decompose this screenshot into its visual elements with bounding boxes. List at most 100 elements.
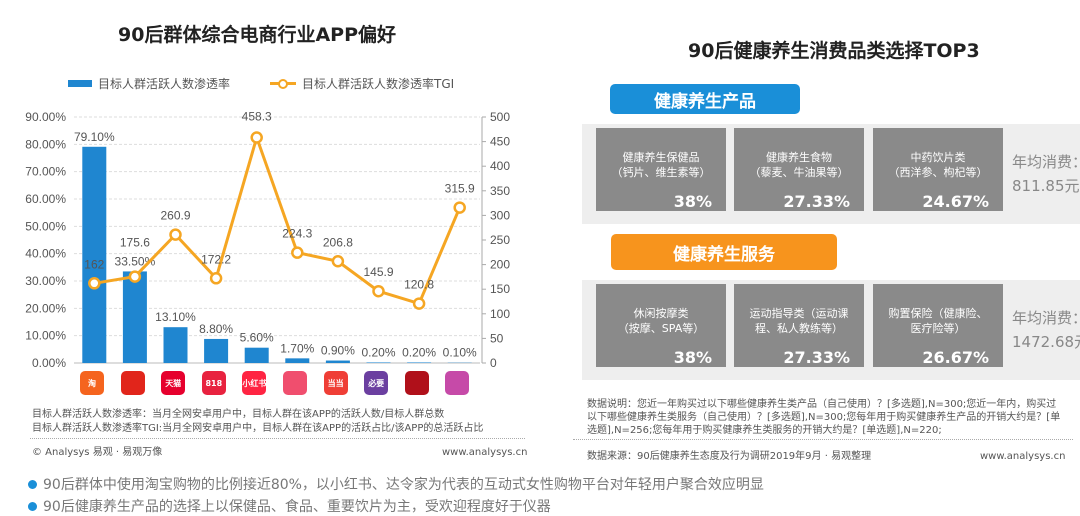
bar-value-label: 13.10% xyxy=(155,310,196,324)
site-link[interactable]: www.analysys.cn xyxy=(442,446,527,460)
products-annual: 年均消费：811.85元 xyxy=(1012,150,1080,198)
category-name: 休闲按摩类 xyxy=(596,306,726,321)
y-right-tick-label: 50 xyxy=(490,331,504,345)
category-name: 健康养生保健品 xyxy=(596,150,726,165)
y-left-tick-label: 50.00% xyxy=(25,219,66,233)
right-title: 90后健康养生消费品类选择TOP3 xyxy=(688,36,980,63)
tgi-point xyxy=(292,248,302,258)
y-right-tick-label: 150 xyxy=(490,282,510,296)
red-bag-app-icon xyxy=(405,371,429,395)
tgi-value-label: 315.9 xyxy=(445,182,475,196)
category-sub: （按摩、SPA等） xyxy=(596,321,726,336)
divider xyxy=(30,438,525,439)
note-line: 目标人群活跃人数渗透率TGI:当月全网安卓用户中，目标人群在该APP的活跃占比/… xyxy=(32,422,483,436)
products-category-box: 健康养生保健品（钙片、维生素等）38% xyxy=(596,128,726,211)
site-link[interactable]: www.analysys.cn xyxy=(980,450,1065,464)
tgi-value-label: 260.9 xyxy=(160,209,190,223)
tgi-point xyxy=(171,230,181,240)
bullet-text: 90后群体中使用淘宝购物的比例接近80%，以小红书、达令家为代表的互动式女性购物… xyxy=(43,474,764,494)
y-left-tick-label: 90.00% xyxy=(25,110,66,124)
818-icon: 818 xyxy=(202,371,226,395)
category-pct: 38% xyxy=(674,194,712,209)
y-left-tick-label: 80.00% xyxy=(25,137,66,151)
tgi-point xyxy=(130,272,140,282)
services-category-box: 运动指导类（运动课程、私人教练等）27.33% xyxy=(734,284,864,367)
bar xyxy=(326,361,350,363)
bar-value-label: 0.10% xyxy=(443,346,477,360)
category-name: 购置保险（健康险、 xyxy=(873,306,1003,321)
legend-bar: 目标人群活跃人数渗透率 xyxy=(68,75,230,92)
services-category-box: 休闲按摩类（按摩、SPA等） 38% xyxy=(596,284,726,367)
category-pct: 26.67% xyxy=(922,350,989,365)
bullet-text: 90后健康养生产品的选择上以保健品、食品、重要饮片为主，受欢迎程度好于仪器 xyxy=(43,496,551,516)
y-left-tick-label: 30.00% xyxy=(25,274,66,288)
y-right-tick-label: 200 xyxy=(490,258,510,272)
tgi-point xyxy=(374,286,384,296)
products-category-box: 健康养生食物（藜麦、牛油果等）27.33% xyxy=(734,128,864,211)
taobao-icon: 淘 xyxy=(80,371,104,395)
biyao-icon: 必要 xyxy=(364,371,388,395)
category-name: 中药饮片类 xyxy=(873,150,1003,165)
tgi-point xyxy=(455,203,465,213)
bar-value-label: 0.20% xyxy=(402,345,436,359)
pink-app-icon xyxy=(283,371,307,395)
left-chart-title: 90后群体综合电商行业APP偏好 xyxy=(118,20,396,47)
legend-bar-label: 目标人群活跃人数渗透率 xyxy=(98,75,230,92)
jd-icon xyxy=(121,371,145,395)
y-left-tick-label: 0.00% xyxy=(32,356,66,370)
y-right-tick-label: 350 xyxy=(490,184,510,198)
tgi-point xyxy=(252,133,262,143)
copyright: © Analysys 易观 · 易观万像 xyxy=(32,446,162,460)
y-right-tick-label: 250 xyxy=(490,233,510,247)
annual-value: 1472.68元 xyxy=(1012,330,1080,354)
chart-notes: 目标人群活跃人数渗透率：当月全网安卓用户中，目标人群在该APP的活跃人数/目标人… xyxy=(32,408,483,436)
note-line: 选题],N=256;您每年用于购买健康养生类服务的开销大约是？[单选题],N=2… xyxy=(587,424,1060,437)
note-line: 目标人群活跃人数渗透率：当月全网安卓用户中，目标人群在该APP的活跃人数/目标人… xyxy=(32,408,483,422)
tgi-value-label: 458.3 xyxy=(242,110,272,124)
category-sub: 医疗险等） xyxy=(873,321,1003,336)
dangdang-icon: 当当 xyxy=(324,371,348,395)
bar-value-label: 0.90% xyxy=(321,344,355,358)
bullet-dot-icon xyxy=(28,502,37,511)
bar-value-label: 8.80% xyxy=(199,322,233,336)
products-pill: 健康养生产品 xyxy=(610,84,800,114)
survey-notes: 数据说明：您近一年购买过以下哪些健康养生类产品（自己使用）？[多选题],N=30… xyxy=(587,398,1060,437)
annual-label: 年均消费： xyxy=(1012,306,1080,330)
category-sub: 程、私人教练等） xyxy=(734,321,864,336)
y-right-tick-label: 500 xyxy=(490,110,510,124)
tgi-value-label: 206.8 xyxy=(323,235,353,249)
legend-line-swatch xyxy=(270,82,296,85)
tgi-point xyxy=(333,256,343,266)
y-right-tick-label: 100 xyxy=(490,307,510,321)
y-left-tick-label: 20.00% xyxy=(25,301,66,315)
xiaohongshu-icon: 小红书 xyxy=(242,371,266,395)
category-sub: （藜麦、牛油果等） xyxy=(734,165,864,180)
y-left-tick-label: 10.00% xyxy=(25,329,66,343)
tgi-point xyxy=(414,299,424,309)
bar xyxy=(367,362,391,363)
bar-value-label: 1.70% xyxy=(280,341,314,355)
category-name: 运动指导类（运动课 xyxy=(734,306,864,321)
services-pill: 健康养生服务 xyxy=(611,234,837,270)
tgi-value-label: 172.2 xyxy=(201,252,231,266)
bar-value-label: 0.20% xyxy=(361,345,395,359)
category-pct: 24.67% xyxy=(922,194,989,209)
y-right-tick-label: 0 xyxy=(490,356,497,370)
annual-label: 年均消费： xyxy=(1012,150,1080,174)
tgi-value-label: 224.3 xyxy=(282,227,312,241)
bullet-item: 90后健康养生产品的选择上以保健品、食品、重要饮片为主，受欢迎程度好于仪器 xyxy=(28,496,551,516)
bar xyxy=(245,348,269,363)
bar xyxy=(164,327,188,363)
bar xyxy=(285,358,309,363)
category-pct: 38% xyxy=(674,350,712,365)
legend-line-label: 目标人群活跃人数渗透率TGI xyxy=(302,75,454,92)
data-source: 数据来源：90后健康养生态度及行为调研2019年9月 · 易观整理 xyxy=(587,450,871,464)
bar xyxy=(204,339,228,363)
y-left-tick-label: 60.00% xyxy=(25,192,66,206)
tmall-icon: 天猫 xyxy=(161,371,185,395)
category-sub: （西洋参、枸杞等） xyxy=(873,165,1003,180)
legend-bar-swatch xyxy=(68,80,92,87)
bullet-dot-icon xyxy=(28,480,37,489)
tgi-value-label: 145.9 xyxy=(363,265,393,279)
tgi-value-label: 120.8 xyxy=(404,278,434,292)
